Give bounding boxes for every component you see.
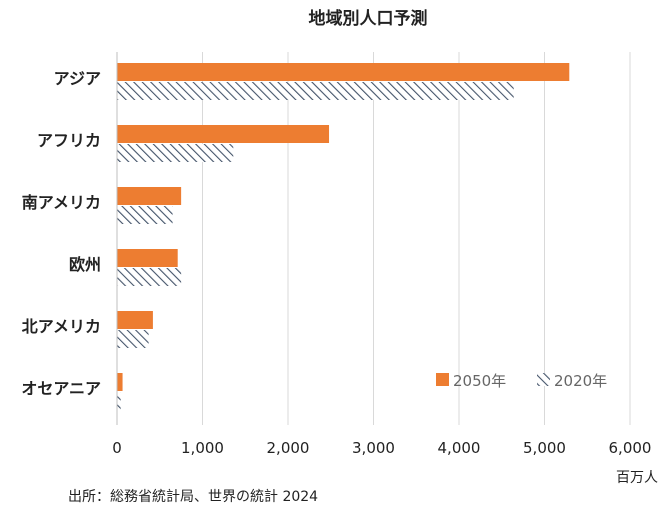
bar-2050 <box>117 249 178 267</box>
category-label: アジア <box>54 69 101 88</box>
x-tick-label: 4,000 <box>438 439 481 457</box>
category-label: アフリカ <box>37 131 101 150</box>
legend-label-2050: 2050年 <box>453 372 506 390</box>
gridlines <box>202 52 631 425</box>
bar-2020 <box>117 268 182 286</box>
x-tick-label: 2,000 <box>267 439 310 457</box>
category-label: 北アメリカ <box>22 317 101 336</box>
x-tick-label: 6,000 <box>609 439 652 457</box>
legend-swatch-2050 <box>436 373 449 386</box>
legend-label-2020: 2020年 <box>554 372 607 390</box>
bar-2050 <box>117 63 570 81</box>
x-tick-label: 0 <box>112 439 122 457</box>
x-axis-unit-label: 百万人 <box>616 470 658 486</box>
bar-2050 <box>117 125 330 143</box>
legend-swatch-2020 <box>537 373 550 386</box>
legend: 2050年 2020年 <box>436 372 607 390</box>
category-label: オセアニア <box>21 379 101 398</box>
bar-2050 <box>117 187 182 205</box>
x-tick-labels: 0 1,000 2,000 3,000 4,000 5,000 6,000 <box>112 439 651 457</box>
bar-2020 <box>117 144 234 162</box>
x-tick-label: 3,000 <box>352 439 395 457</box>
bar-2020 <box>117 206 173 224</box>
chart-title: 地域別人口予測 <box>309 8 428 29</box>
bar-2020 <box>117 392 121 410</box>
x-tick-label: 5,000 <box>523 439 566 457</box>
category-label: 欧州 <box>69 255 101 274</box>
bar-2050 <box>117 311 153 329</box>
bars <box>117 63 570 410</box>
source-note: 出所：総務省統計局、世界の統計 2024 <box>68 489 318 505</box>
bar-2020 <box>117 82 514 100</box>
x-tick-label: 1,000 <box>181 439 224 457</box>
bar-2020 <box>117 330 149 348</box>
bar-2050 <box>117 373 123 391</box>
category-label: 南アメリカ <box>22 193 101 212</box>
